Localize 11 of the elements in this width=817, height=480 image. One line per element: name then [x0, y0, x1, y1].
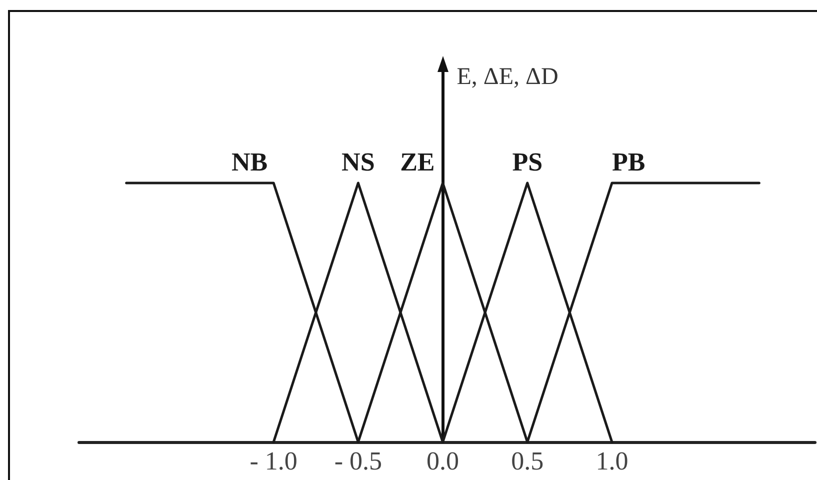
x-tick-label: - 0.5	[334, 446, 382, 476]
x-tick-label: 1.0	[596, 446, 628, 476]
y-axis-title: E, ΔE, ΔD	[456, 64, 558, 91]
series-label: NS	[342, 148, 375, 176]
x-tick-label: 0.0	[426, 446, 460, 476]
x-tick-label: 0.5	[511, 446, 544, 476]
series-label: PS	[512, 148, 543, 176]
x-tick-label: - 1.0	[250, 446, 298, 476]
series-label: PB	[612, 148, 646, 176]
series-label: ZE	[400, 148, 435, 176]
series-label: NB	[231, 148, 268, 176]
